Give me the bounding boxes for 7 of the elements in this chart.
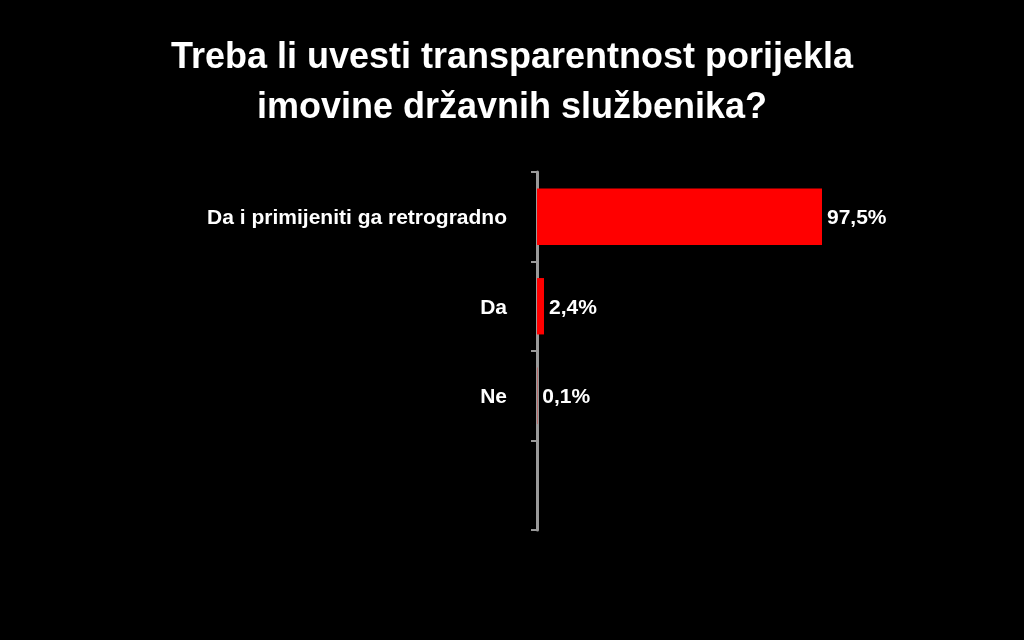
y-tick-label: Ne <box>480 384 507 408</box>
y-tick-label: Da <box>480 294 508 318</box>
data-label: 97,5% <box>827 205 887 229</box>
chart-title: Treba li uvesti transparentnost porijekla imovine državnih službenika? <box>170 34 855 126</box>
data-label: 2,4% <box>549 294 598 318</box>
data-label: 0,1% <box>542 384 591 408</box>
y-tick-label: Da i primijeniti ga retrogradno <box>207 205 507 229</box>
